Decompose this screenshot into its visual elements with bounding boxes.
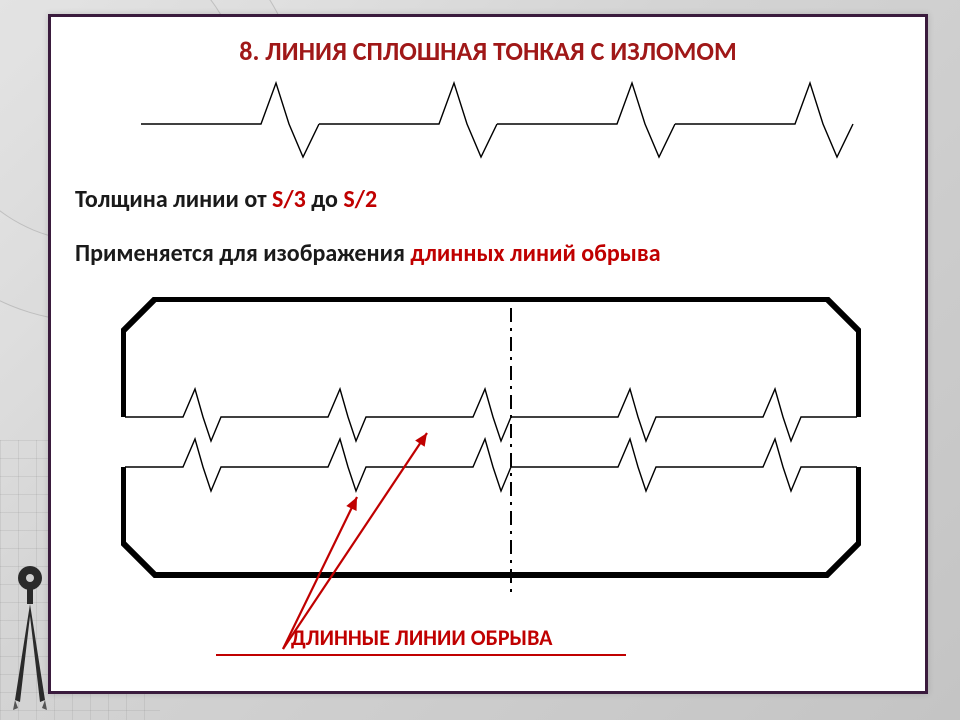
compass-icon [6,560,54,710]
annotation-underline [216,654,626,656]
slide-title: 8. ЛИНИЯ СПЛОШНАЯ ТОНКАЯ С ИЗЛОМОМ [51,35,925,67]
thickness-s2: S/2 [343,185,377,214]
thickness-s3: S/3 [272,185,306,214]
usage-accent: длинных линий обрыва [410,239,660,268]
part-diagram [121,297,861,597]
annotation-label: ДЛИННЫЕ ЛИНИИ ОБРЫВА [291,624,553,651]
zigzag-example-line [141,79,861,169]
thickness-text: Толщина линии от S/3 до S/2 [75,185,377,214]
usage-pre: Применяется для изображения [75,239,410,268]
usage-text: Применяется для изображения длинных лини… [75,239,661,268]
thickness-pre: Толщина линии от [75,185,272,214]
thickness-mid: до [306,185,344,214]
content-card: 8. ЛИНИЯ СПЛОШНАЯ ТОНКАЯ С ИЗЛОМОМ Толщи… [48,14,928,694]
